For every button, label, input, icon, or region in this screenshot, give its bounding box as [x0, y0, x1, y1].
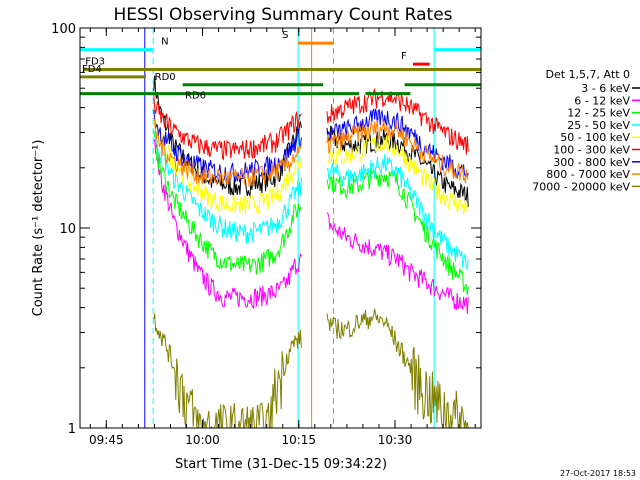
series-line	[326, 108, 469, 180]
series-line	[153, 138, 302, 310]
series-line	[153, 118, 302, 216]
series-line	[326, 308, 469, 428]
y-tick-label: 100	[51, 22, 76, 37]
state-bar-label: F	[401, 51, 407, 62]
series-7000-20000-kev	[153, 308, 469, 428]
state-bar-label: FD4	[82, 64, 102, 75]
series-line	[327, 133, 469, 215]
series-line	[326, 168, 469, 296]
legend-entry: 800 - 7000 keV	[546, 168, 630, 181]
legend-entry: 100 - 300 keV	[553, 144, 630, 157]
x-axis-label: Start Time (31-Dec-15 09:34:22)	[175, 457, 387, 472]
state-bar-label: FD3	[85, 57, 105, 68]
state-bar-f: F	[401, 51, 430, 66]
axis-ticks: 09:45 10:00 10:15 10:30 1 10 100	[51, 22, 481, 447]
state-bar-fd4: FD4	[80, 64, 147, 79]
state-bar-label: S	[282, 30, 288, 41]
series-line	[326, 212, 469, 314]
legend-entry: 25 - 50 keV	[567, 119, 630, 132]
series-6-12-kev	[153, 138, 469, 314]
legend-entry: 50 - 100 keV	[560, 131, 630, 144]
chart-title: HESSI Observing Summary Count Rates	[113, 5, 452, 25]
legend-title: Det 1,5,7, Att 0	[546, 68, 630, 81]
series-line	[153, 313, 302, 428]
x-tick-label: 09:45	[89, 433, 124, 447]
y-tick-label: 1	[68, 422, 76, 437]
series-line	[326, 153, 469, 270]
legend-entry: 12 - 25 keV	[567, 107, 630, 120]
series-line	[153, 94, 302, 161]
series-50-100-kev	[153, 118, 469, 216]
timestamp: 27-Oct-2017 18:53	[560, 469, 636, 478]
legend-entry: 3 - 6 keV	[581, 82, 630, 95]
series-800-7000-kev	[153, 117, 469, 187]
state-bar-fd3: FD3	[83, 57, 481, 72]
series-line	[153, 130, 302, 275]
x-tick-label: 10:00	[185, 433, 220, 447]
series-line	[153, 131, 302, 244]
state-bar-label: RD0	[155, 72, 176, 83]
y-tick-label: 10	[59, 222, 76, 237]
series-line	[326, 119, 469, 184]
state-bar-rd0: RD0	[155, 72, 481, 87]
legend-entry: 6 - 12 keV	[574, 94, 630, 107]
legend-entry: 7000 - 20000 keV	[532, 180, 630, 193]
state-bar-s: S	[282, 30, 334, 45]
state-bar-n: N	[80, 37, 481, 52]
x-tick-label: 10:30	[378, 433, 413, 447]
series-line	[326, 125, 469, 207]
x-tick-label: 10:15	[281, 433, 316, 447]
y-axis-label: Count Rate (s⁻¹ detector⁻¹)	[31, 140, 46, 317]
state-bar-label: N	[161, 37, 168, 48]
state-bar-label: RD6	[185, 91, 206, 102]
series-25-50-kev	[153, 131, 469, 270]
legend-entry: 300 - 800 keV	[553, 156, 630, 169]
series-line	[153, 117, 302, 187]
state-bar-rd6: RD6	[80, 91, 411, 102]
series-12-25-kev	[153, 130, 469, 296]
